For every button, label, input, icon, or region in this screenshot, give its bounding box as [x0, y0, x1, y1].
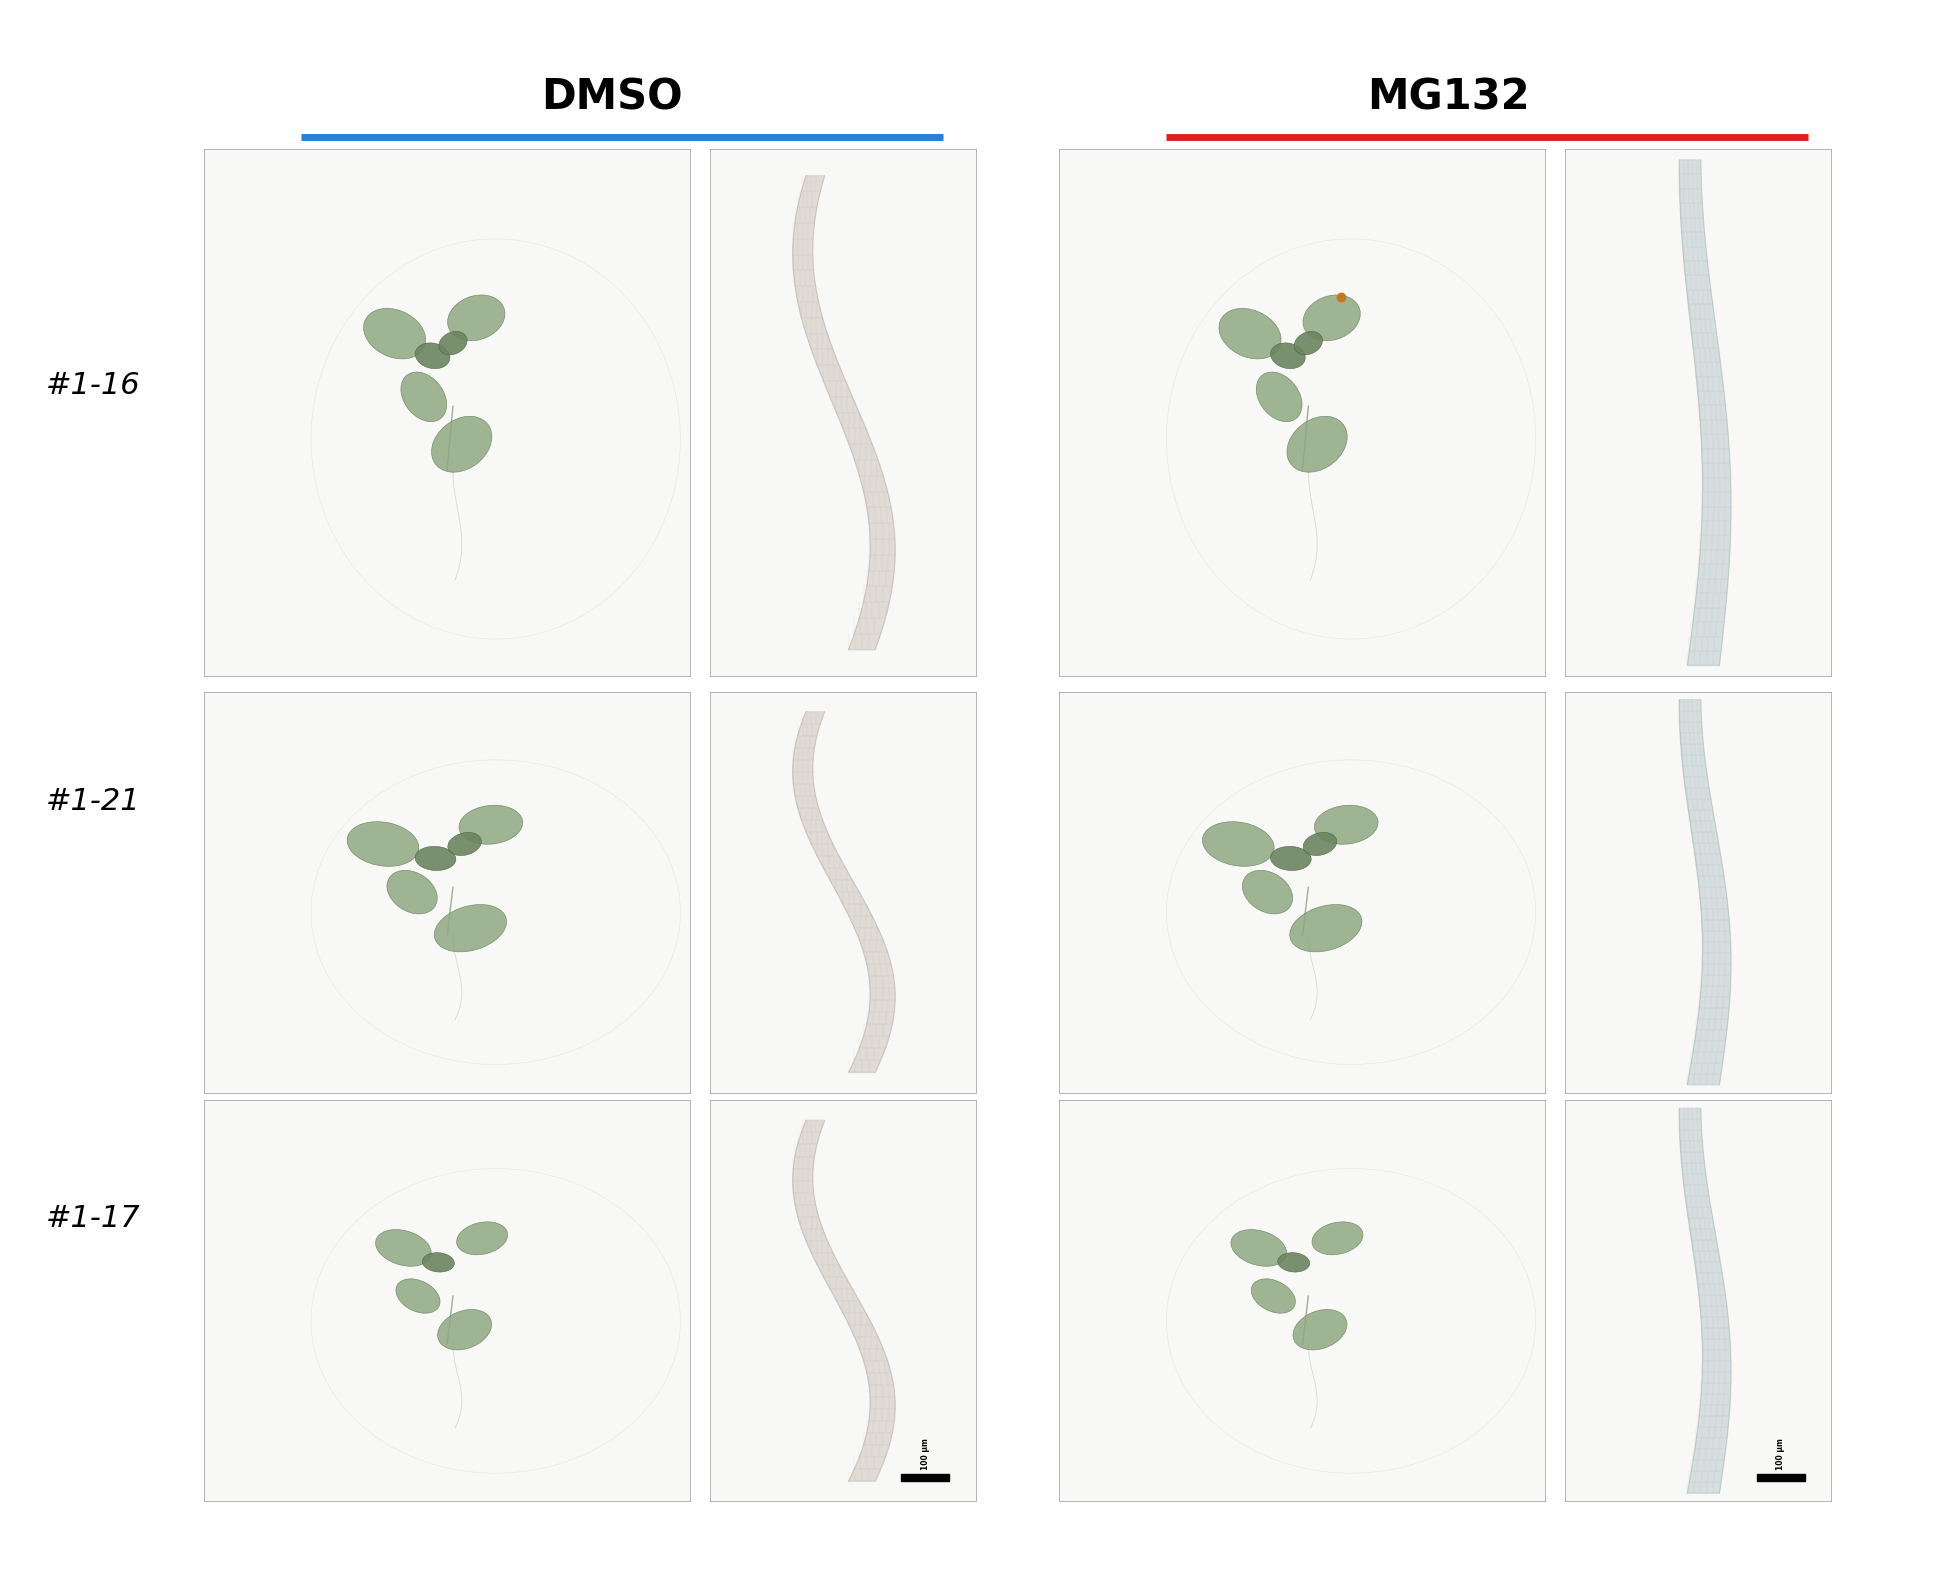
- Ellipse shape: [1256, 373, 1302, 421]
- Polygon shape: [793, 1121, 894, 1481]
- Ellipse shape: [1289, 904, 1363, 951]
- Polygon shape: [1680, 160, 1730, 665]
- Ellipse shape: [400, 373, 447, 421]
- Bar: [902, 1475, 949, 1481]
- Polygon shape: [1680, 700, 1730, 1085]
- Text: 100 μm: 100 μm: [921, 1438, 929, 1470]
- Ellipse shape: [1312, 1221, 1363, 1254]
- Ellipse shape: [437, 1309, 492, 1350]
- Text: 100 μm: 100 μm: [1777, 1438, 1785, 1470]
- Ellipse shape: [387, 871, 437, 913]
- Ellipse shape: [1295, 332, 1322, 355]
- Polygon shape: [1680, 1108, 1730, 1493]
- Ellipse shape: [439, 332, 467, 355]
- Ellipse shape: [432, 417, 492, 472]
- Ellipse shape: [422, 1253, 455, 1272]
- Ellipse shape: [416, 343, 449, 369]
- Ellipse shape: [1252, 1280, 1295, 1313]
- Ellipse shape: [1287, 417, 1347, 472]
- Ellipse shape: [1271, 343, 1304, 369]
- Ellipse shape: [457, 1221, 507, 1254]
- Ellipse shape: [375, 1229, 432, 1267]
- Ellipse shape: [1231, 1229, 1287, 1267]
- Ellipse shape: [1314, 805, 1378, 844]
- Text: MG132: MG132: [1367, 77, 1530, 118]
- Ellipse shape: [447, 833, 482, 855]
- Polygon shape: [793, 712, 894, 1072]
- Text: DMSO: DMSO: [542, 77, 682, 118]
- Ellipse shape: [447, 296, 505, 341]
- Ellipse shape: [1302, 296, 1361, 341]
- Ellipse shape: [1293, 1309, 1347, 1350]
- Ellipse shape: [459, 805, 523, 844]
- Text: #1-21: #1-21: [47, 788, 140, 816]
- Ellipse shape: [1271, 846, 1310, 871]
- Ellipse shape: [434, 904, 507, 951]
- Ellipse shape: [1302, 833, 1337, 855]
- Bar: [1757, 1475, 1804, 1481]
- Polygon shape: [793, 176, 894, 649]
- Text: #1-16: #1-16: [47, 371, 140, 399]
- Ellipse shape: [397, 1280, 439, 1313]
- Ellipse shape: [1219, 308, 1281, 358]
- Ellipse shape: [1203, 822, 1273, 866]
- Text: #1-17: #1-17: [47, 1204, 140, 1232]
- Ellipse shape: [364, 308, 426, 358]
- Ellipse shape: [416, 846, 455, 871]
- Ellipse shape: [1242, 871, 1293, 913]
- Ellipse shape: [1277, 1253, 1310, 1272]
- Ellipse shape: [348, 822, 418, 866]
